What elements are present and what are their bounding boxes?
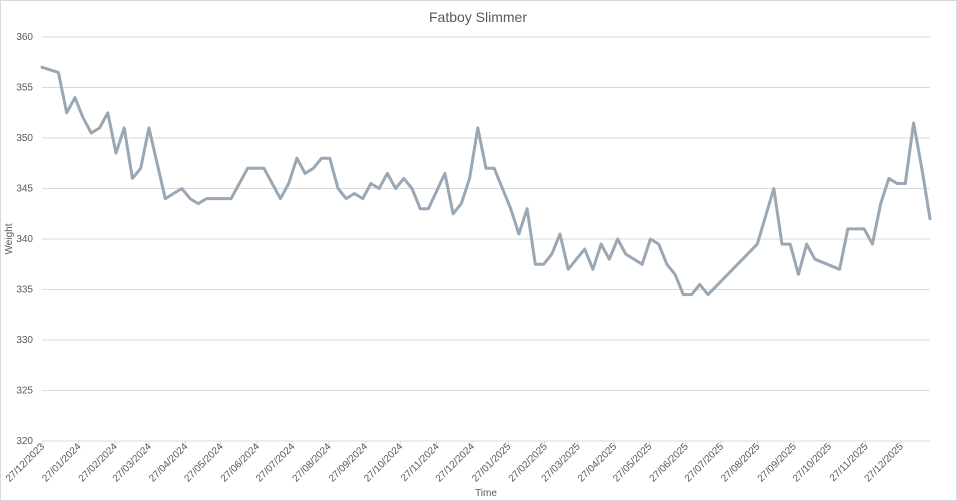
- chart-title: Fatboy Slimmer: [429, 9, 527, 25]
- x-axis-label: Time: [475, 488, 497, 499]
- y-tick-label: 360: [16, 32, 33, 43]
- y-tick-label: 320: [16, 436, 33, 447]
- line-series: [40, 65, 932, 297]
- y-tick-label: 325: [16, 386, 33, 397]
- y-tick-label: 345: [16, 184, 33, 195]
- y-tick-label: 350: [16, 133, 33, 144]
- y-axis-label: Weight: [4, 223, 15, 254]
- y-tick-label: 355: [16, 83, 33, 94]
- y-tick-label: 335: [16, 285, 33, 296]
- y-tick-label: 340: [16, 234, 33, 245]
- y-tick-label: 330: [16, 335, 33, 346]
